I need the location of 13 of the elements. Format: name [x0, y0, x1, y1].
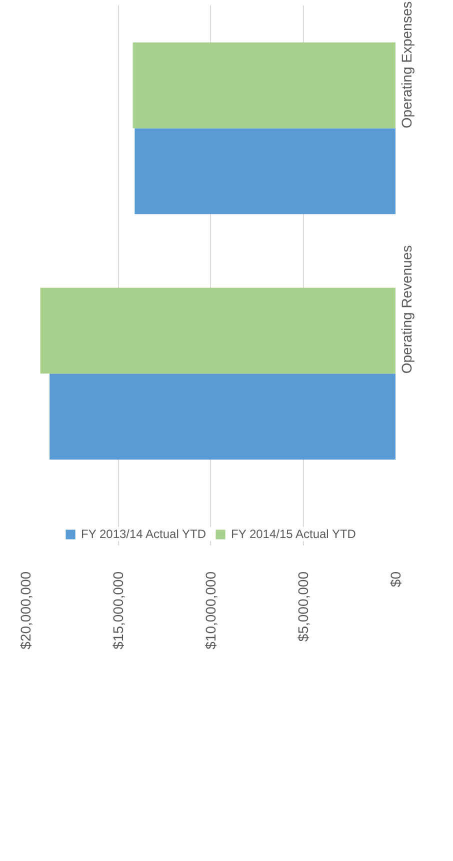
bar: [132, 42, 396, 128]
x-tick-label: $0: [388, 571, 404, 588]
legend-label: FY 2014/15 Actual YTD: [231, 527, 356, 541]
bar: [50, 374, 396, 460]
bar: [134, 128, 396, 214]
bar: [40, 288, 396, 374]
x-tick-label: $15,000,000: [110, 571, 126, 650]
legend-label: FY 2013/14 Actual YTD: [81, 527, 206, 541]
y-tick-label: Operating Revenues: [398, 245, 414, 374]
x-tick-label: $20,000,000: [18, 571, 34, 650]
x-tick-label: $10,000,000: [202, 571, 218, 650]
x-tick-label: $5,000,000: [295, 571, 311, 642]
y-tick-label: Operating Expenses: [398, 1, 414, 128]
